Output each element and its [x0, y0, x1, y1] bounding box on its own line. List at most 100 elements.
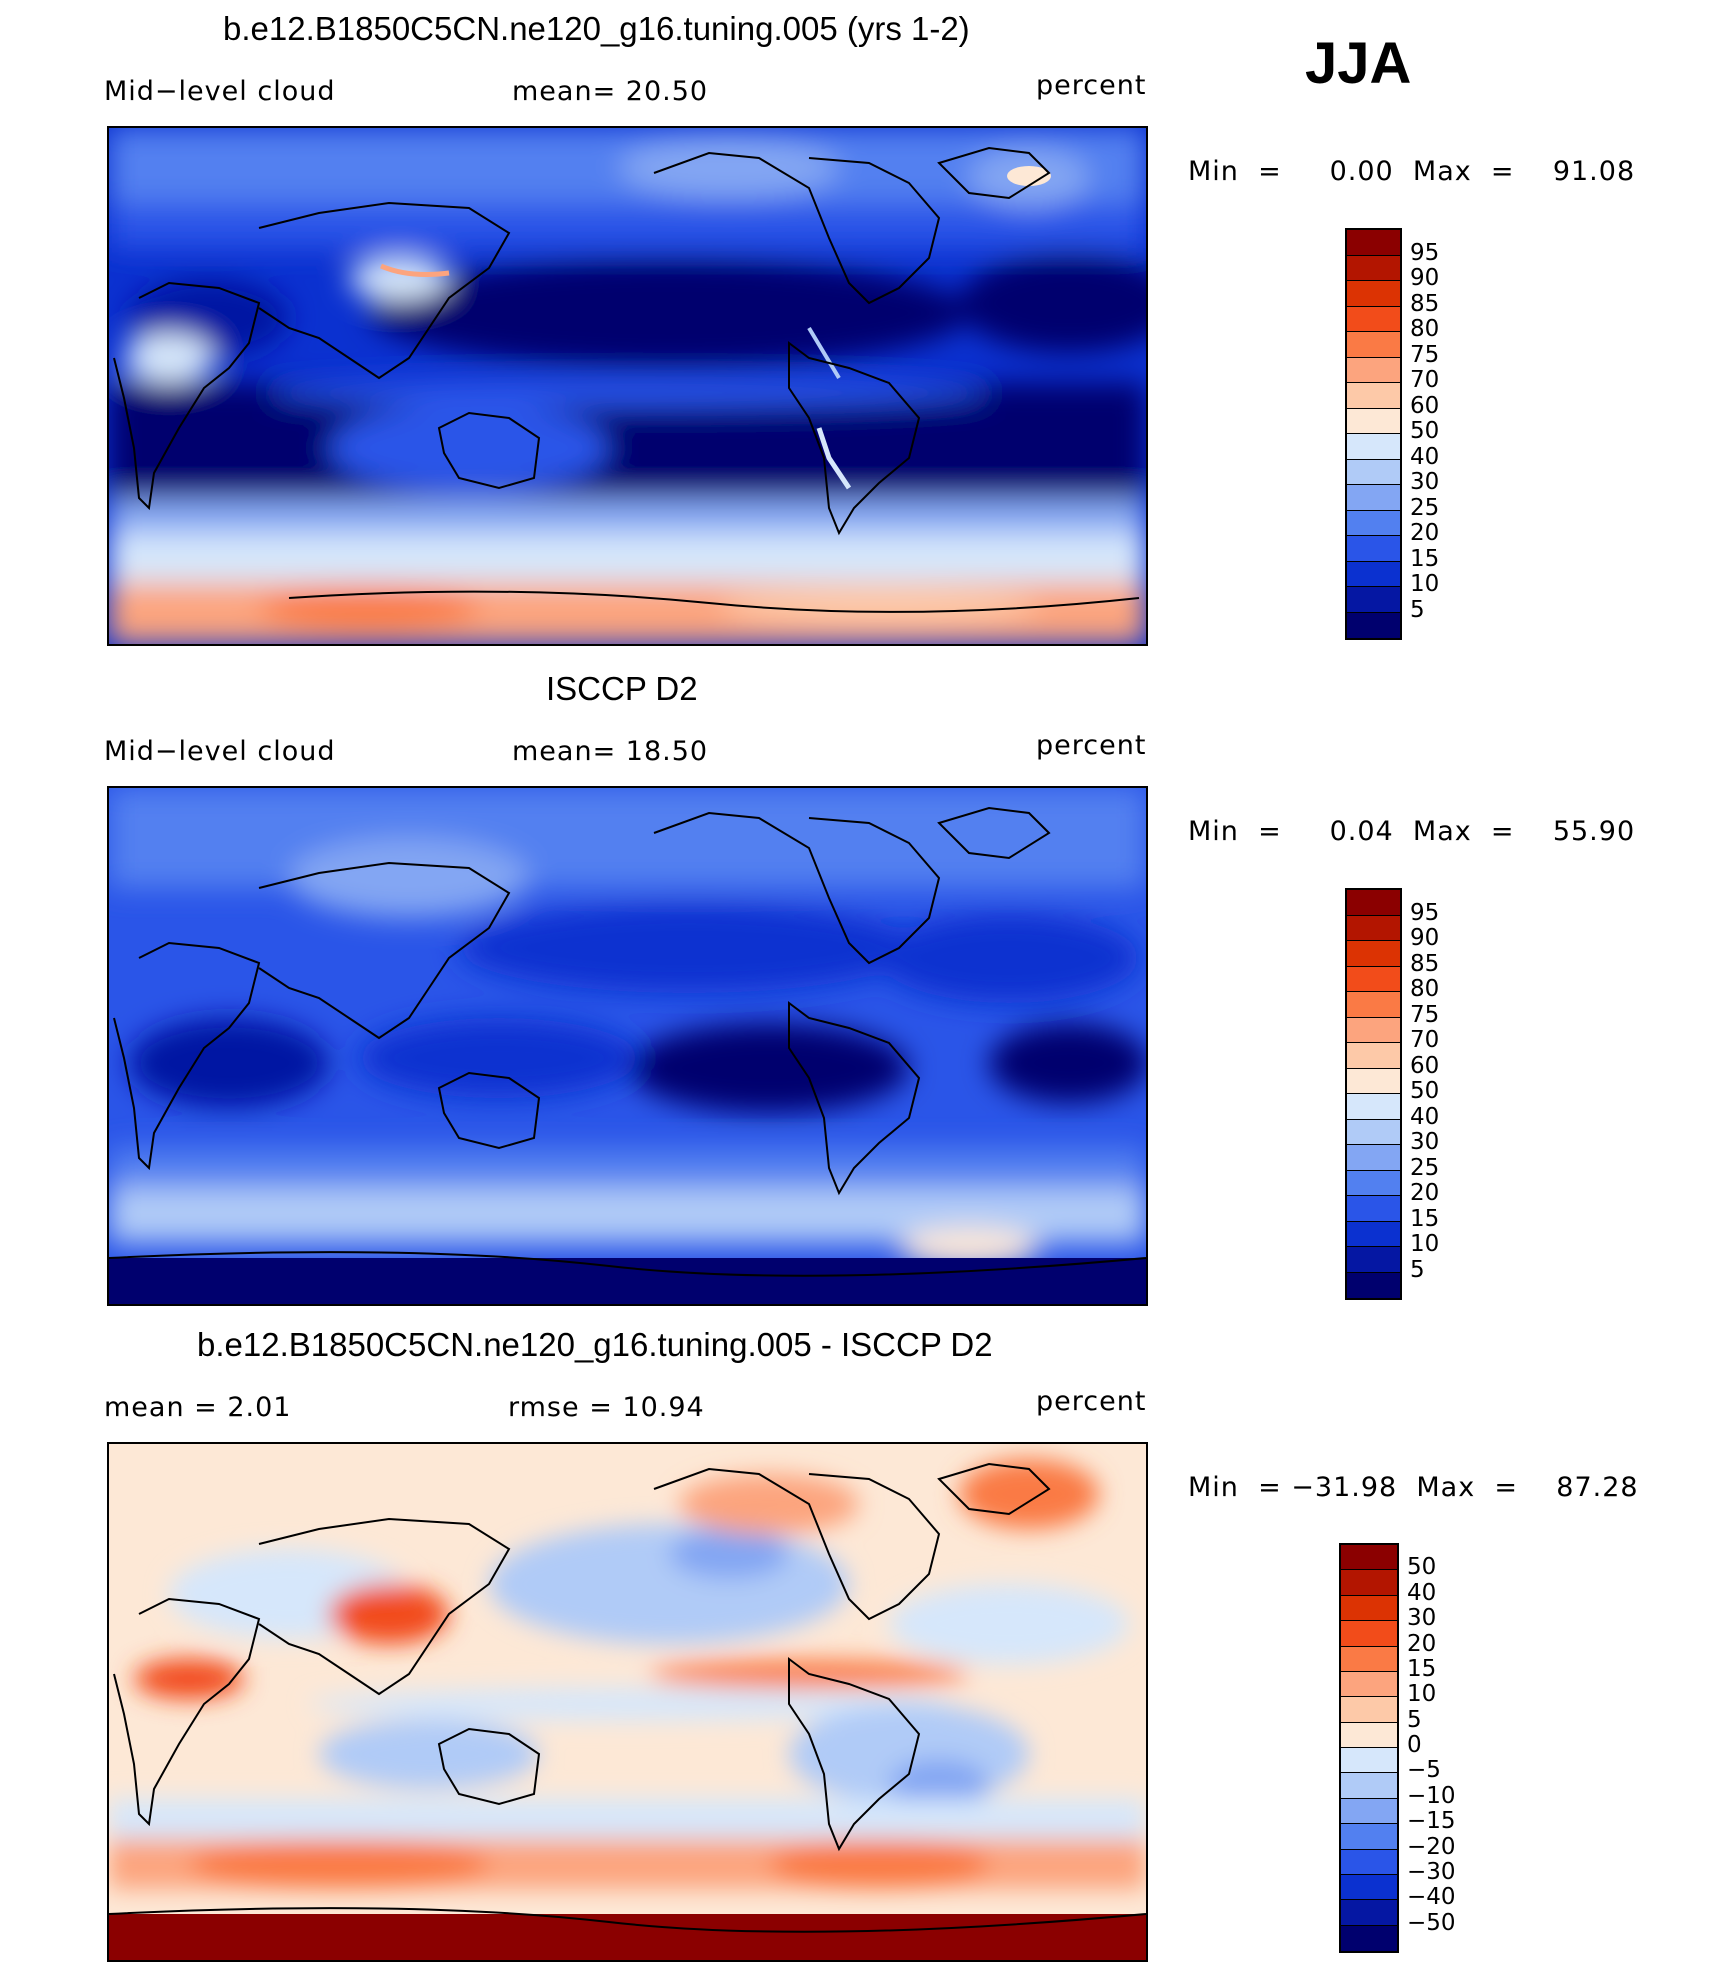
colorbar-tick-label: −30 — [1407, 1858, 1456, 1885]
colorbar-swatch — [1347, 536, 1400, 562]
colorbar-tick-label: 25 — [1410, 1154, 1440, 1181]
colorbar-tick-label: 25 — [1410, 494, 1440, 521]
colorbar-swatch — [1347, 941, 1400, 967]
colorbar-swatch — [1347, 357, 1400, 383]
colorbar-tick-label: 95 — [1410, 899, 1440, 926]
variable-label: Mid−level cloud — [104, 736, 336, 767]
colorbar-tick-label: 5 — [1407, 1706, 1422, 1733]
colorbar-swatch — [1347, 561, 1400, 587]
colorbar-swatch — [1347, 434, 1400, 460]
colorbar-swatch — [1347, 1068, 1400, 1094]
colorbar-tick-label: −50 — [1407, 1909, 1456, 1936]
colorbar-tick-label: 85 — [1410, 950, 1440, 977]
colorbar-swatch — [1347, 1272, 1400, 1298]
colorbar-observation — [1345, 888, 1402, 1300]
colorbar-swatch — [1347, 255, 1400, 281]
colorbar-tick-label: 15 — [1407, 1655, 1437, 1682]
colorbar-tick-label: 70 — [1410, 367, 1440, 393]
colorbar-swatch — [1341, 1748, 1397, 1774]
colorbar-tick-label: 95 — [1410, 239, 1440, 266]
colorbar-swatch — [1347, 890, 1400, 916]
colorbar-swatch — [1347, 281, 1400, 307]
panel-title: b.e12.B1850C5CN.ne120_g16.tuning.005 - I… — [197, 1326, 993, 1363]
colorbar-swatch — [1347, 408, 1400, 434]
colorbar-swatch — [1347, 485, 1400, 511]
colorbar-tick-label: 5 — [1410, 596, 1425, 623]
colorbar-swatch — [1347, 1119, 1400, 1145]
colorbar-tick-label: 10 — [1407, 1681, 1437, 1708]
colorbar-tick-label: 15 — [1410, 1205, 1440, 1232]
colorbar-tick-label: 85 — [1410, 290, 1440, 317]
variable-label: Mid−level cloud — [104, 76, 336, 107]
colorbar-swatch — [1347, 1247, 1400, 1273]
colorbar-swatch — [1347, 587, 1400, 613]
colorbar-swatch — [1347, 992, 1400, 1018]
min-max-label: Min = 0.04 Max = 55.90 — [1188, 816, 1636, 847]
colorbar-swatch — [1347, 1094, 1400, 1120]
colorbar-swatch — [1341, 1570, 1397, 1596]
colorbar-tick-label: 5 — [1410, 1256, 1425, 1283]
colorbar-tick-label: −40 — [1407, 1884, 1456, 1911]
colorbar-tick-label: 50 — [1410, 1078, 1440, 1104]
colorbar-swatch — [1341, 1925, 1397, 1951]
rmse-label: rmse = 10.94 — [508, 1392, 705, 1423]
colorbar-swatch — [1341, 1621, 1397, 1647]
min-max-label: Min = 0.00 Max = 91.08 — [1188, 156, 1636, 187]
colorbar-tick-label: 60 — [1410, 1052, 1440, 1079]
map-difference — [107, 1442, 1148, 1962]
colorbar-swatch — [1341, 1545, 1397, 1571]
colorbar-tick-label: 40 — [1410, 1103, 1440, 1130]
colorbar-swatch — [1341, 1697, 1397, 1723]
units-label: percent — [1036, 1386, 1147, 1417]
colorbar-swatch — [1347, 612, 1400, 638]
mean-label: mean = 2.01 — [104, 1392, 292, 1423]
colorbar-tick-label: 80 — [1410, 976, 1440, 1002]
min-max-label: Min = −31.98 Max = 87.28 — [1188, 1472, 1639, 1503]
units-label: percent — [1036, 70, 1147, 101]
colorbar-tick-label: −10 — [1407, 1782, 1456, 1809]
mean-label: mean= 18.50 — [512, 736, 709, 767]
colorbar-swatch — [1347, 1043, 1400, 1069]
colorbar-swatch — [1347, 383, 1400, 409]
colorbar-tick-label: 10 — [1410, 571, 1440, 597]
colorbar-tick-label: −15 — [1407, 1808, 1456, 1835]
colorbar-swatch — [1347, 1170, 1400, 1196]
colorbar-model — [1345, 228, 1402, 640]
colorbar-swatch — [1347, 1196, 1400, 1222]
colorbar-tick-label: −5 — [1407, 1757, 1441, 1784]
colorbar-tick-label: 50 — [1410, 418, 1440, 444]
colorbar-swatch — [1347, 306, 1400, 332]
colorbar-tick-label: 75 — [1410, 1001, 1440, 1028]
colorbar-tick-label: 20 — [1410, 520, 1440, 546]
colorbar-tick-label: 15 — [1410, 545, 1440, 572]
colorbar-tick-label: 30 — [1407, 1605, 1437, 1632]
colorbar-swatch — [1341, 1646, 1397, 1672]
colorbar-swatch — [1341, 1773, 1397, 1799]
colorbar-swatch — [1347, 510, 1400, 536]
panel-title: b.e12.B1850C5CN.ne120_g16.tuning.005 (yr… — [223, 10, 970, 47]
colorbar-tick-label: −20 — [1407, 1833, 1456, 1860]
colorbar-tick-label: 70 — [1410, 1027, 1440, 1053]
panel-title: ISCCP D2 — [546, 670, 698, 707]
map-observation — [107, 786, 1148, 1306]
colorbar-tick-label: 75 — [1410, 341, 1440, 368]
colorbar-swatch — [1341, 1595, 1397, 1622]
colorbar-tick-label: 40 — [1410, 443, 1440, 470]
colorbar-tick-label: 50 — [1407, 1554, 1437, 1581]
colorbar-swatch — [1347, 332, 1400, 358]
colorbar-tick-label: 90 — [1410, 265, 1440, 291]
colorbar-tick-label: 30 — [1410, 469, 1440, 495]
colorbar-swatch — [1347, 966, 1400, 992]
colorbar-swatch — [1341, 1671, 1397, 1698]
colorbar-tick-label: 80 — [1410, 316, 1440, 342]
colorbar-swatch — [1347, 1145, 1400, 1171]
colorbar-tick-label: 20 — [1407, 1630, 1437, 1657]
colorbar-tick-label: 60 — [1410, 392, 1440, 419]
colorbar-tick-label: 90 — [1410, 925, 1440, 951]
units-label: percent — [1036, 730, 1147, 761]
map-model — [107, 126, 1148, 646]
colorbar-swatch — [1341, 1722, 1397, 1748]
colorbar-swatch — [1341, 1849, 1397, 1875]
colorbar-difference — [1339, 1543, 1399, 1953]
colorbar-swatch — [1347, 230, 1400, 256]
